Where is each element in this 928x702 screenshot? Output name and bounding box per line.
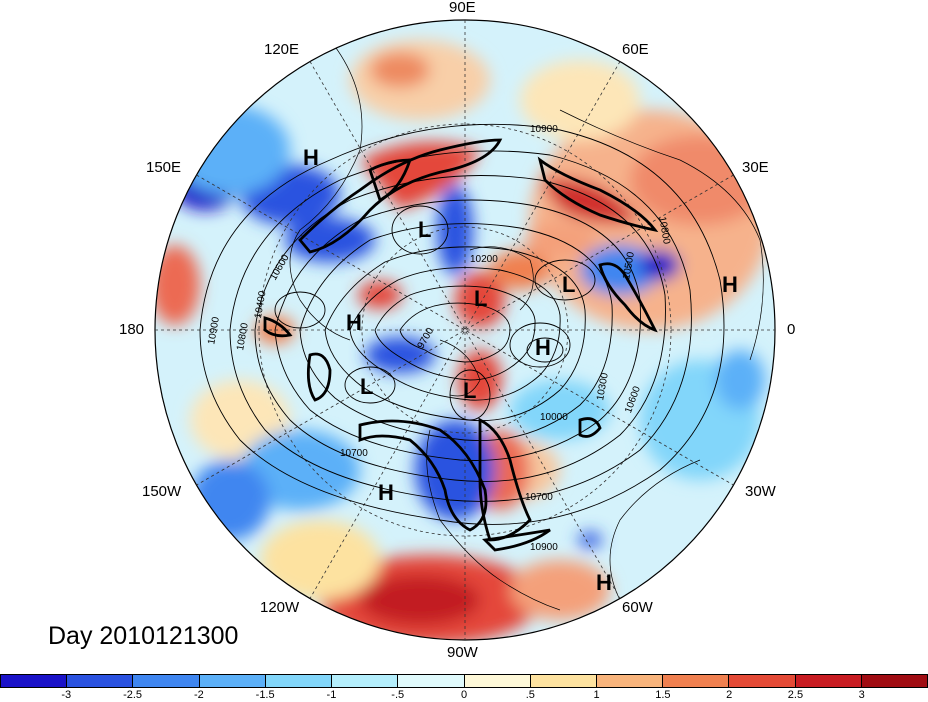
contour-labels: 10900 10800 10600 10500 10400 10800 1090… xyxy=(206,124,672,553)
polar-map: 10900 10800 10600 10500 10400 10800 1090… xyxy=(154,19,776,641)
lon-label-120e: 120E xyxy=(264,41,300,58)
low-marker: L xyxy=(463,378,476,403)
colorbar-tick-label: 2 xyxy=(726,689,733,701)
contour-label: 10900 xyxy=(530,124,558,135)
low-marker: L xyxy=(360,374,373,399)
colorbar-segment xyxy=(861,675,928,687)
contour-label: 10500 xyxy=(621,251,637,281)
lon-label-60e: 60E xyxy=(622,41,649,58)
high-marker: H xyxy=(722,272,738,297)
colorbar-tick-label: 1 xyxy=(593,689,600,701)
colorbar-segment xyxy=(795,675,862,687)
high-marker: H xyxy=(346,310,362,335)
jet-contours xyxy=(263,138,659,552)
lon-label-90w: 90W xyxy=(447,644,478,661)
lon-label-120w: 120W xyxy=(260,599,300,616)
contour-label: 10900 xyxy=(206,316,222,346)
colorbar-tick-label: -1.5 xyxy=(255,689,275,701)
lon-label-30e: 30E xyxy=(742,159,769,176)
contour-label: 10900 xyxy=(530,542,558,553)
colorbar-tick-label: 3 xyxy=(858,689,865,701)
high-marker: H xyxy=(303,145,319,170)
lon-label-150w: 150W xyxy=(142,483,182,500)
lon-label-0: 0 xyxy=(787,321,796,338)
contour-label: 10300 xyxy=(595,372,611,402)
colorbar-tick-label: -1 xyxy=(326,689,337,701)
lon-label-60w: 60W xyxy=(622,599,653,616)
colorbar-segment xyxy=(663,675,730,687)
lon-label-180: 180 xyxy=(119,321,145,338)
map-title: Day 2010121300 xyxy=(48,622,239,650)
contour-label: 10800 xyxy=(656,216,672,246)
lon-label-150e: 150E xyxy=(146,159,182,176)
coastlines xyxy=(289,39,764,611)
colorbar-tick-label: -2.5 xyxy=(123,689,143,701)
contour-label: 10700 xyxy=(525,492,553,503)
colorbar-tick-label: -2 xyxy=(193,689,204,701)
colorbar-segment xyxy=(729,675,796,687)
colorbar-segment xyxy=(398,675,465,687)
high-marker: H xyxy=(535,335,551,360)
colorbar-segment xyxy=(530,675,597,687)
colorbar-segment xyxy=(1,675,68,687)
colorbar-segment xyxy=(464,675,531,687)
lon-label-30w: 30W xyxy=(745,483,776,500)
colorbar-segment xyxy=(133,675,200,687)
contour-label: 10400 xyxy=(253,290,269,320)
high-marker: H xyxy=(378,480,394,505)
colorbar-tick-label: 1.5 xyxy=(655,689,671,701)
high-marker: H xyxy=(596,570,612,595)
colorbar-segment xyxy=(199,675,266,687)
colorbar-tick-label: -3 xyxy=(61,689,72,701)
contour-label: 10000 xyxy=(540,412,568,423)
lon-label-90e: 90E xyxy=(449,0,476,16)
contour-label: 10700 xyxy=(340,448,368,459)
low-marker: L xyxy=(562,272,575,297)
colorbar xyxy=(0,674,928,688)
colorbar-segment xyxy=(265,675,333,687)
low-marker: L xyxy=(474,286,487,311)
pressure-systems: H H H H H H L L L L L xyxy=(303,145,738,595)
colorbar-tick-label: -.5 xyxy=(391,689,405,701)
contour-label: 10200 xyxy=(470,254,498,265)
low-marker: L xyxy=(418,217,431,242)
colorbar-segment xyxy=(596,675,664,687)
colorbar-segment xyxy=(67,675,134,687)
colorbar-segment xyxy=(332,675,399,687)
contour-label: 10800 xyxy=(235,322,251,352)
height-contours xyxy=(199,123,725,525)
colorbar-tick-label: .5 xyxy=(525,689,535,701)
colorbar-tick-label: 2.5 xyxy=(787,689,804,701)
colorbar-tick-label: 0 xyxy=(460,689,468,701)
